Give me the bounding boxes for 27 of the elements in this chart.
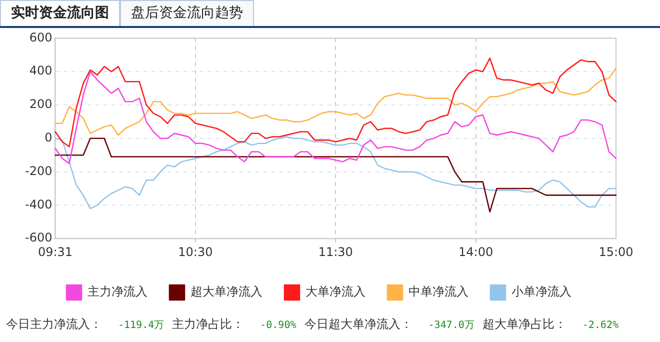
x-tick-label: 09:31 bbox=[38, 244, 73, 259]
x-tick-label: 11:30 bbox=[318, 244, 353, 259]
y-tick-label: 600 bbox=[29, 30, 52, 44]
x-tick-label: 15:00 bbox=[598, 244, 634, 259]
text: 今日主力净流入： bbox=[6, 316, 102, 333]
legend-label: 超大单净流入 bbox=[190, 284, 262, 299]
y-tick-label: 400 bbox=[29, 64, 52, 78]
text: -119.4万 bbox=[118, 319, 164, 332]
text: 超大单净占比： bbox=[482, 316, 566, 333]
legend-label: 小单净流入 bbox=[512, 284, 572, 299]
y-tick-label: -400 bbox=[25, 197, 52, 212]
x-tick-label: 14:00 bbox=[458, 244, 494, 259]
legend-label: 中单净流入 bbox=[408, 284, 468, 299]
y-tick-label: -600 bbox=[25, 230, 52, 245]
text: -2.62% bbox=[582, 320, 618, 331]
y-tick-label: 0 bbox=[44, 130, 52, 145]
text: -0.90% bbox=[260, 320, 296, 331]
text: -347.0万 bbox=[428, 319, 474, 332]
legend-label: 大单净流入 bbox=[306, 284, 366, 299]
text: 主力净占比： bbox=[172, 316, 244, 333]
x-tick-label: 10:30 bbox=[178, 244, 213, 259]
legend-label: 主力净流入 bbox=[88, 284, 148, 299]
y-tick-label: 200 bbox=[29, 97, 52, 112]
text: 盘后资金流向趋势 bbox=[120, 0, 254, 26]
y-tick-label: -200 bbox=[25, 164, 52, 178]
text: 实时资金流向图 bbox=[0, 0, 120, 26]
text: 今日超大单净流入： bbox=[304, 316, 412, 333]
